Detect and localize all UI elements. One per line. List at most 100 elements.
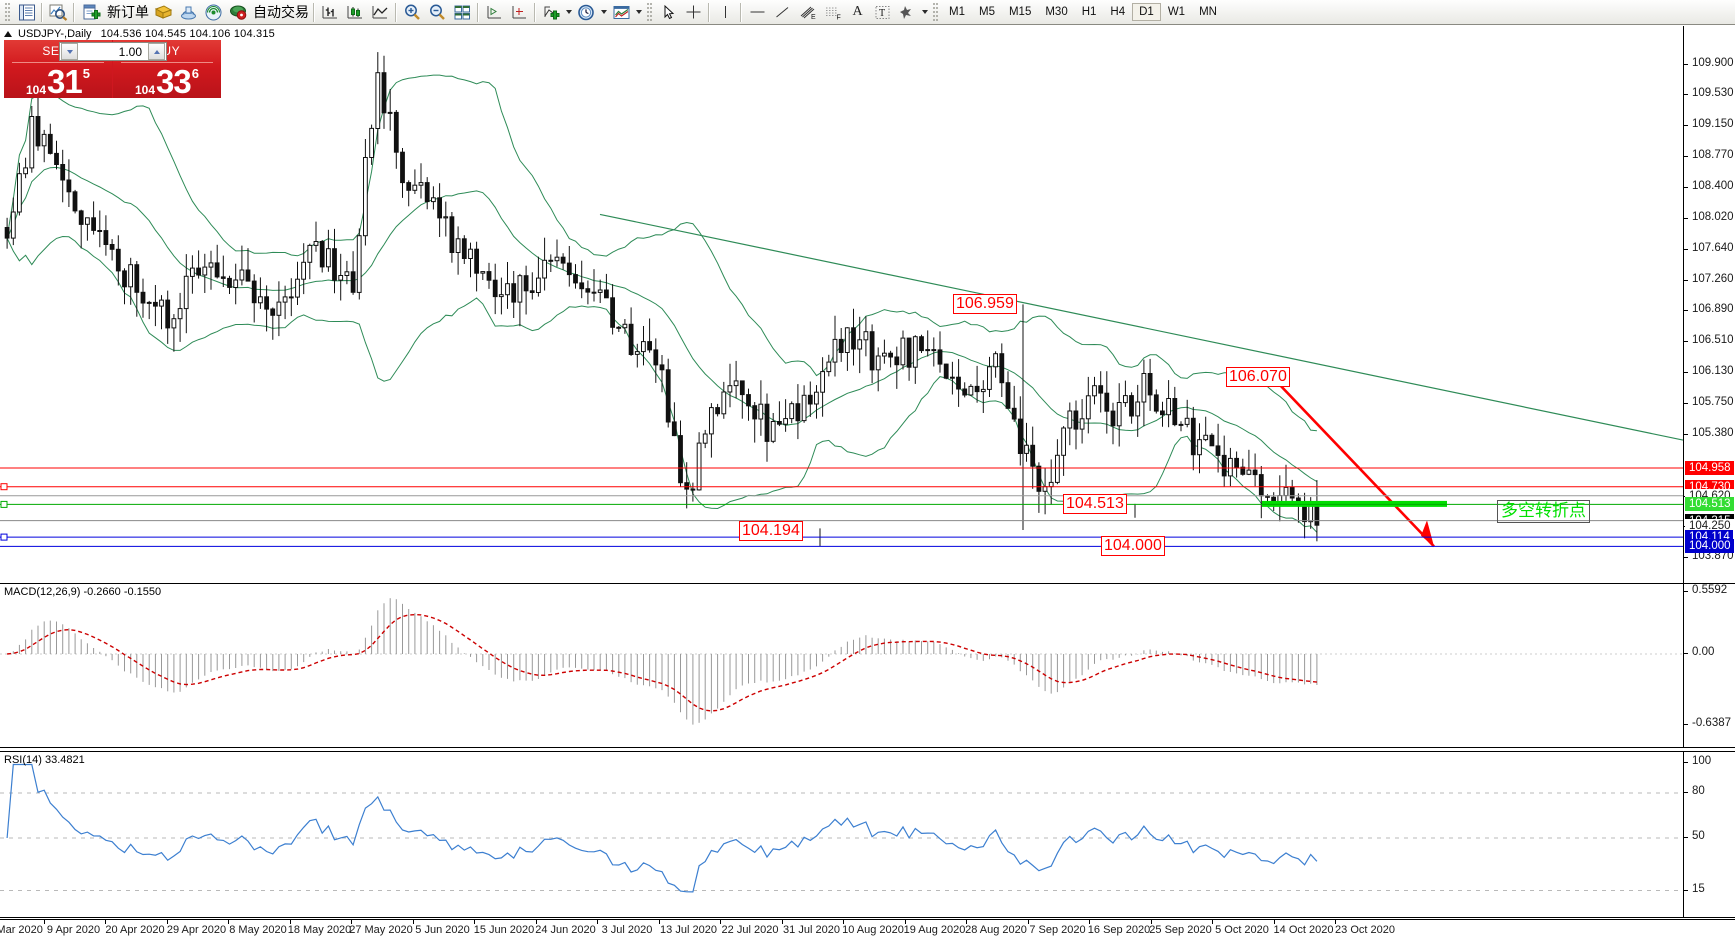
descending-trendline-green[interactable] xyxy=(599,213,1683,441)
price-pane[interactable] xyxy=(0,26,1735,585)
price-tick-10877: 108.770 xyxy=(1692,149,1734,162)
line-chart-icon[interactable] xyxy=(368,1,393,23)
period-button-d1[interactable]: D1 xyxy=(1132,3,1161,21)
price-tick-10915: 109.150 xyxy=(1692,118,1734,131)
price-tick-1099-mark xyxy=(1684,64,1688,65)
price-label-104000[interactable]: 104.000 xyxy=(1685,539,1734,554)
channel-icon[interactable]: F xyxy=(820,1,845,23)
collapse-triangle-icon[interactable] xyxy=(4,30,12,37)
text-label-icon[interactable]: A xyxy=(852,4,863,19)
period-button-h4[interactable]: H4 xyxy=(1110,6,1126,18)
auto-trading-icon[interactable] xyxy=(226,1,251,23)
time-tick-mark xyxy=(412,920,414,924)
lot-increment-button[interactable] xyxy=(148,43,165,60)
one-click-trading-panel[interactable]: SELL 104 31 5 BUY 104 33 6 1.00 xyxy=(4,40,221,98)
period-button-w1[interactable]: W1 xyxy=(1167,6,1186,18)
macd-signal-line xyxy=(7,613,1317,712)
rsi-tick-100-mark xyxy=(1684,762,1688,763)
sell-price-prefix: 104 xyxy=(26,83,47,97)
vertical-line-icon[interactable] xyxy=(713,1,738,23)
price-plot-area[interactable] xyxy=(0,26,1683,584)
auto-trading-label[interactable]: 自动交易 xyxy=(253,5,309,21)
hline-104513-handle[interactable] xyxy=(0,500,8,508)
buy-price-main: 33 xyxy=(156,63,192,98)
lot-decrement-button[interactable] xyxy=(61,43,78,60)
period-button-mn[interactable]: MN xyxy=(1199,6,1217,18)
chevron-down-icon[interactable] xyxy=(599,2,609,22)
toolbar-grip[interactable] xyxy=(4,2,12,22)
chevron-down-icon[interactable] xyxy=(634,2,644,22)
text-box-icon[interactable]: T xyxy=(870,1,895,23)
sell-underline xyxy=(12,62,104,63)
candle-chart-icon[interactable] xyxy=(343,1,368,23)
macd-chart-svg[interactable] xyxy=(0,584,1683,747)
rsi-plot-area[interactable] xyxy=(0,752,1683,917)
horizontal-line-icon[interactable] xyxy=(745,1,770,23)
shift-start-icon[interactable] xyxy=(482,1,507,23)
time-tick-mark xyxy=(720,920,721,924)
bar-chart-icon[interactable] xyxy=(318,1,343,23)
symbol-period-label: USDJPY-,Daily xyxy=(18,27,92,40)
new-order-label[interactable]: 新订单 xyxy=(107,5,149,21)
price-label-104250[interactable]: 104.250 xyxy=(1685,518,1734,533)
period-button-h1[interactable]: H1 xyxy=(1081,6,1097,18)
time-tick-mark xyxy=(1273,920,1275,924)
periods-clock-icon[interactable] xyxy=(574,1,599,23)
macd-tick-neg06387-mark xyxy=(1684,723,1688,725)
price-chart-svg[interactable] xyxy=(0,26,1683,584)
data-window-icon[interactable] xyxy=(176,1,201,23)
time-tick-mark xyxy=(1027,920,1029,924)
price-tick-10651: 106.510 xyxy=(1692,334,1734,347)
macd-tick-000: 0.00 xyxy=(1692,646,1715,658)
signals-icon[interactable] xyxy=(201,1,226,23)
red-down-trendline[interactable] xyxy=(1273,377,1435,548)
candlestick-series xyxy=(4,52,1320,542)
period-button-m5[interactable]: M5 xyxy=(978,6,995,18)
time-tick-1: 9 Apr 2020 xyxy=(46,924,101,936)
trendline-icon[interactable] xyxy=(770,1,795,23)
macd-pane[interactable]: MACD(12,26,9) -0.2660 -0.1550 xyxy=(0,583,1735,748)
shapes-icon[interactable] xyxy=(895,1,920,23)
fibonacci-icon[interactable]: E xyxy=(795,1,820,23)
indicators-add-icon[interactable] xyxy=(539,1,564,23)
svg-text:T: T xyxy=(879,8,885,19)
menu-icon[interactable] xyxy=(14,1,39,23)
toolbar-grip[interactable] xyxy=(932,2,940,22)
time-tick-5: 18 May 2020 xyxy=(287,924,352,936)
tile-windows-icon[interactable] xyxy=(450,1,475,23)
period-button-m1[interactable]: M1 xyxy=(949,6,965,18)
toolbar-grip[interactable] xyxy=(646,2,654,22)
chevron-down-icon[interactable] xyxy=(920,2,930,22)
macd-plot-area[interactable] xyxy=(0,584,1683,747)
price-label-104958[interactable]: 104.958 xyxy=(1685,461,1734,476)
period-button-m15[interactable]: M15 xyxy=(1008,6,1032,18)
price-label-104513[interactable]: 104.513 xyxy=(1685,497,1734,512)
rsi-pane[interactable]: RSI(14) 33.4821 xyxy=(0,751,1735,918)
zoom-in-icon[interactable] xyxy=(400,1,425,23)
value-axis[interactable]: 109.900 109.530 109.150 108.770 108.400 108.0… xyxy=(1684,26,1735,918)
lot-size-stepper[interactable]: 1.00 xyxy=(59,42,167,61)
zoom-out-icon[interactable] xyxy=(425,1,450,23)
price-tick-10538: 105.380 xyxy=(1692,426,1734,439)
toolbar-separator xyxy=(706,2,713,22)
time-tick-mark xyxy=(1212,920,1213,924)
lot-size-value[interactable]: 1.00 xyxy=(118,44,142,59)
templates-icon[interactable] xyxy=(609,1,634,23)
fx-book-icon[interactable] xyxy=(151,1,176,23)
rsi-chart-svg[interactable] xyxy=(0,752,1683,917)
rsi-tick-15: 15 xyxy=(1692,882,1705,895)
hline-104730-handle[interactable] xyxy=(0,483,8,491)
period-button-m30[interactable]: M30 xyxy=(1045,6,1068,18)
time-tick-mark xyxy=(474,920,475,924)
chevron-down-icon[interactable] xyxy=(564,2,574,22)
shift-end-icon[interactable] xyxy=(507,1,532,23)
hline-104114-handle[interactable] xyxy=(0,533,8,541)
time-tick-2: 20 Apr 2020 xyxy=(105,924,165,936)
crosshair-icon[interactable] xyxy=(681,1,706,23)
search-chart-icon[interactable] xyxy=(46,1,71,23)
price-tick-10651-mark xyxy=(1684,341,1688,343)
new-order-button[interactable] xyxy=(78,1,105,23)
cursor-icon[interactable] xyxy=(656,1,681,23)
